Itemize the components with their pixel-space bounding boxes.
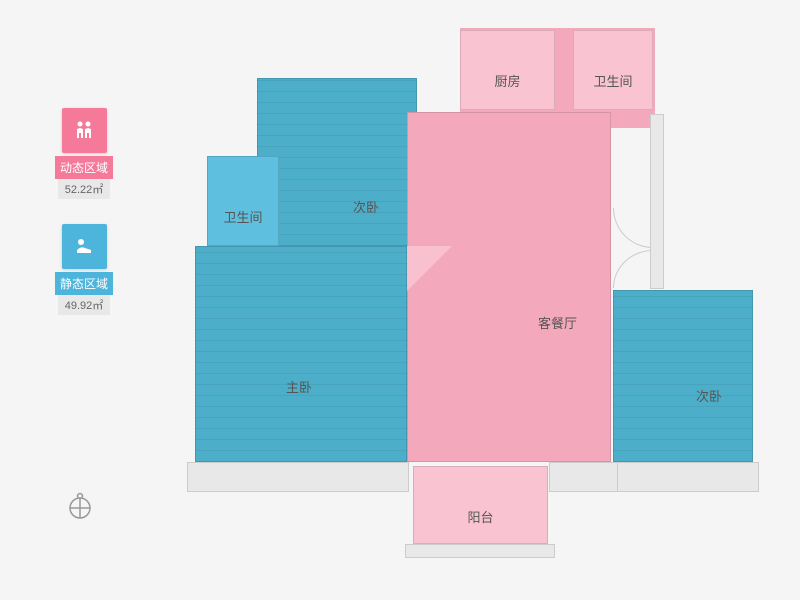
- room-bathroom-top: 卫生间: [573, 30, 653, 110]
- room-label: 阳台: [467, 507, 493, 526]
- window-frame: [549, 462, 619, 492]
- legend-dynamic-value: 52.22㎡: [58, 179, 110, 199]
- window-frame: [617, 462, 759, 492]
- room-bathroom-left: 卫生间: [207, 156, 279, 246]
- door-arc: [613, 250, 653, 288]
- window-frame: [187, 462, 409, 492]
- floorplan: 厨房卫生间次卧卫生间客餐厅主卧次卧阳台: [195, 28, 760, 558]
- room-label: 次卧: [353, 197, 379, 216]
- compass-icon: [65, 490, 95, 520]
- window-frame: [650, 114, 664, 289]
- door-swing: [407, 246, 452, 291]
- room-bedroom2-right: 次卧: [613, 290, 753, 462]
- room-balcony: 阳台: [413, 466, 548, 544]
- room-master: 主卧: [195, 246, 407, 462]
- legend-dynamic: 动态区域 52.22㎡: [55, 108, 113, 199]
- window-frame: [405, 544, 555, 558]
- room-label: 主卧: [286, 377, 312, 396]
- legend-static: 静态区域 49.92㎡: [55, 224, 113, 315]
- room-label: 卫生间: [593, 71, 632, 90]
- people-icon: [62, 108, 107, 153]
- legend-dynamic-label: 动态区域: [55, 156, 113, 179]
- legend-static-label: 静态区域: [55, 272, 113, 295]
- room-label: 厨房: [494, 71, 520, 90]
- room-label: 次卧: [696, 386, 722, 405]
- legend-static-value: 49.92㎡: [58, 295, 110, 315]
- room-label: 客餐厅: [538, 313, 577, 332]
- room-kitchen: 厨房: [460, 30, 555, 110]
- room-label: 卫生间: [223, 207, 262, 226]
- rest-icon: [62, 224, 107, 269]
- door-arc: [613, 208, 653, 248]
- room-bedroom2-top: 次卧: [257, 78, 417, 246]
- legend-panel: 动态区域 52.22㎡ 静态区域 49.92㎡: [55, 108, 113, 340]
